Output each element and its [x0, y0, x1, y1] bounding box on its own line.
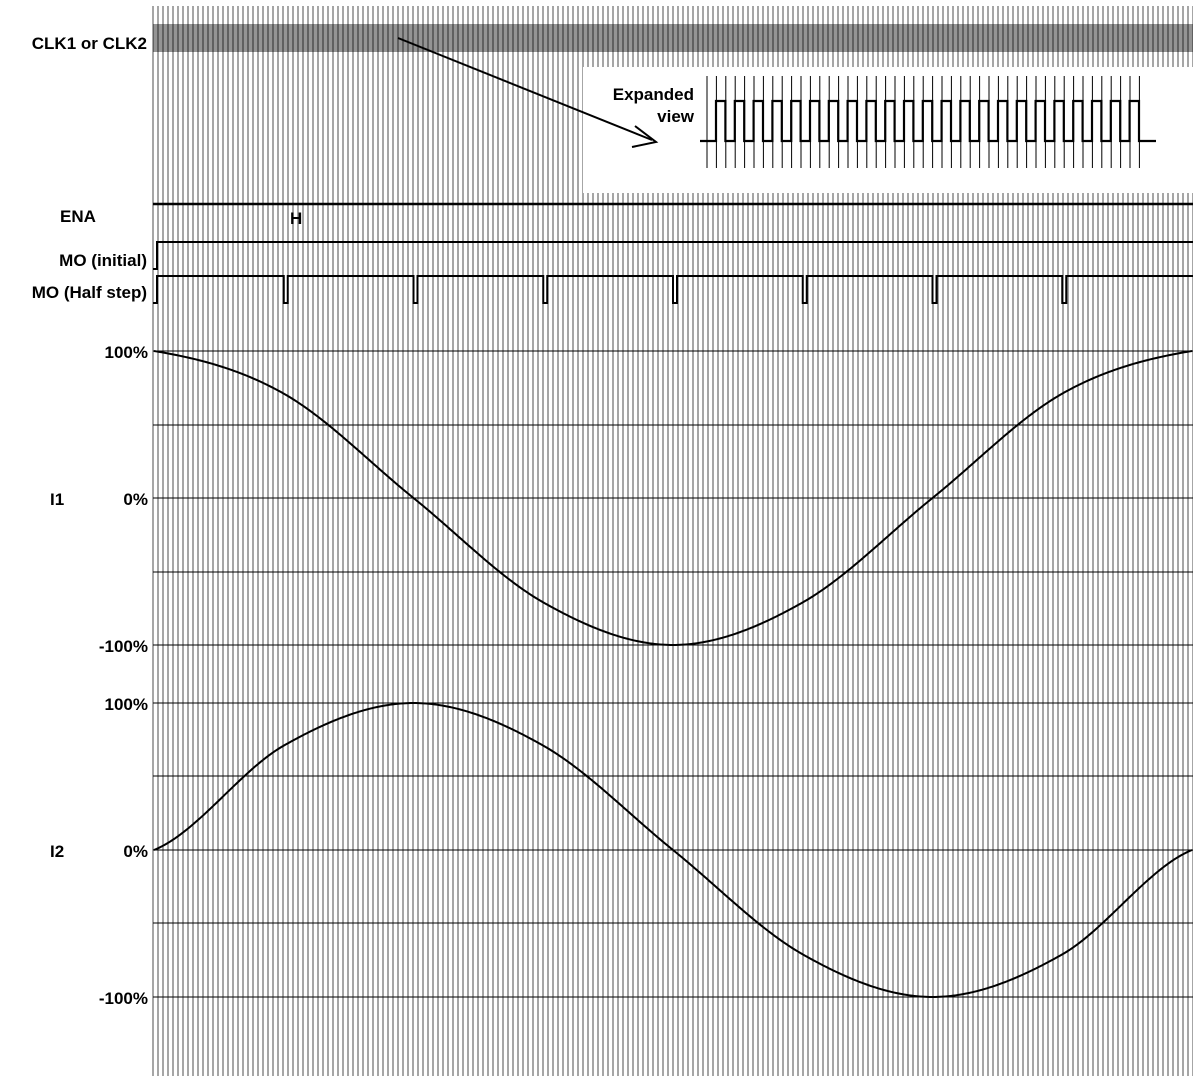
ena-label: ENA — [60, 207, 96, 226]
mo-initial-trace — [153, 241, 1193, 270]
i1-scale-zero: 0% — [123, 490, 148, 509]
i2-label: I2 — [50, 842, 64, 861]
i1-curve — [153, 350, 1193, 647]
i1-label: I1 — [50, 490, 64, 509]
i1-scale-top: 100% — [105, 343, 148, 362]
clk-dense-band — [153, 24, 1193, 52]
i2-curve — [153, 701, 1193, 999]
mo-initial-label: MO (initial) — [59, 251, 147, 270]
i2-scale-zero: 0% — [123, 842, 148, 861]
ena-level-label: H — [290, 209, 302, 228]
clk-label: CLK1 or CLK2 — [32, 34, 147, 53]
expanded-view-ticks — [706, 76, 1140, 168]
expanded-clock-waveform — [700, 99, 1156, 143]
i1-scale-bottom: -100% — [99, 637, 148, 656]
expanded-label-line1: Expanded — [613, 85, 694, 104]
mo-half-label: MO (Half step) — [32, 283, 147, 302]
expand-arrow-head — [631, 125, 659, 148]
i2-scale-bottom: -100% — [99, 989, 148, 1008]
mo-half-step-trace — [153, 275, 1193, 304]
i2-scale-top: 100% — [105, 695, 148, 714]
expand-arrow-shaft — [397, 37, 653, 141]
expanded-label-line2: view — [657, 107, 695, 126]
